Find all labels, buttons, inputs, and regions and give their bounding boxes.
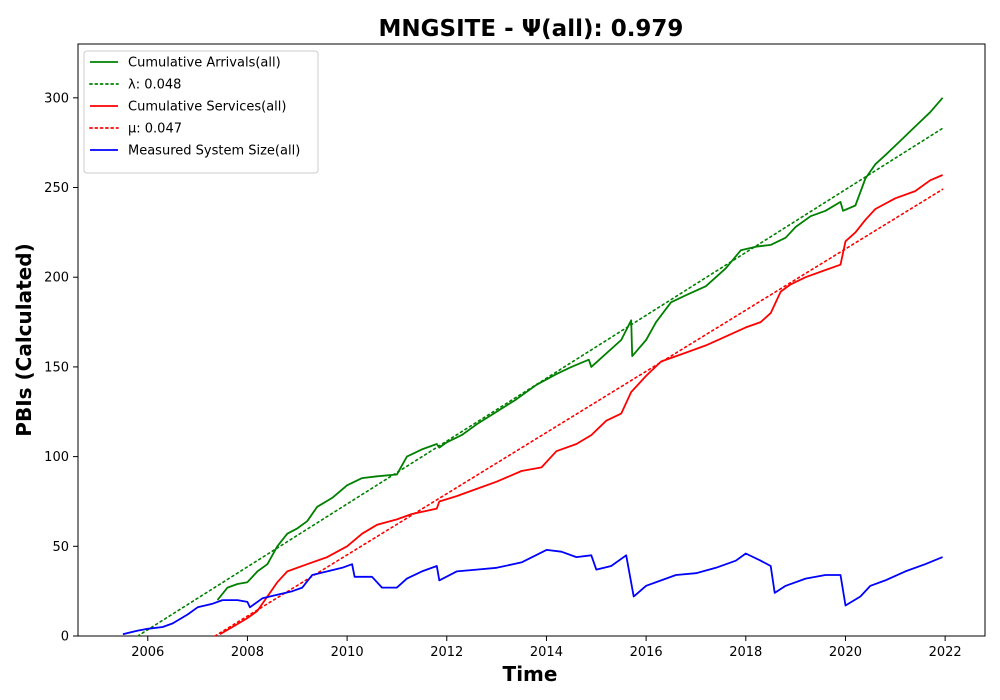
series-line-3	[214, 188, 944, 637]
x-tick-label-2: 2010	[331, 645, 364, 660]
y-axis-label: PBIs (Calculated)	[12, 243, 36, 436]
x-tick-label-3: 2012	[430, 645, 463, 660]
series-line-1	[137, 127, 944, 637]
y-tick-label-5: 250	[44, 181, 69, 196]
legend-label-0: Cumulative Arrivals(all)	[128, 56, 281, 71]
y-tick-label-0: 0	[61, 630, 69, 645]
legend: Cumulative Arrivals(all) λ: 0.048 Cumulati…	[83, 50, 319, 174]
x-tick-label-0: 2006	[131, 645, 164, 660]
x-axis-label: Time	[503, 662, 558, 686]
chart-title: MNGSITE - Ψ(all): 0.979	[379, 16, 684, 42]
legend-label-4: Measured System Size(all)	[128, 144, 300, 159]
legend-box	[83, 50, 319, 174]
x-tick-label-6: 2018	[729, 645, 762, 660]
x-tick-label-7: 2020	[829, 645, 862, 660]
y-tick-label-3: 150	[44, 360, 69, 375]
series-layer	[122, 97, 944, 637]
legend-label-1: λ: 0.048	[128, 78, 181, 93]
series-line-4	[122, 549, 943, 636]
y-tick-label-4: 200	[44, 271, 69, 286]
x-tick-label-4: 2014	[530, 645, 563, 660]
x-tick-label-8: 2022	[929, 645, 962, 660]
series-line-0	[216, 97, 944, 601]
series-line-2	[219, 174, 943, 635]
legend-label-2: Cumulative Services(all)	[128, 100, 286, 115]
y-tick-label-6: 300	[44, 91, 69, 106]
x-tick-label-5: 2016	[630, 645, 663, 660]
ticks-layer: 2006 2008 2010 2012 2014 2016 2018 2020 2022 0 50 1…	[44, 91, 962, 660]
y-tick-label-1: 50	[52, 540, 69, 555]
x-tick-label-1: 2008	[231, 645, 264, 660]
y-tick-label-2: 100	[44, 450, 69, 465]
legend-label-3: μ: 0.047	[128, 122, 182, 137]
